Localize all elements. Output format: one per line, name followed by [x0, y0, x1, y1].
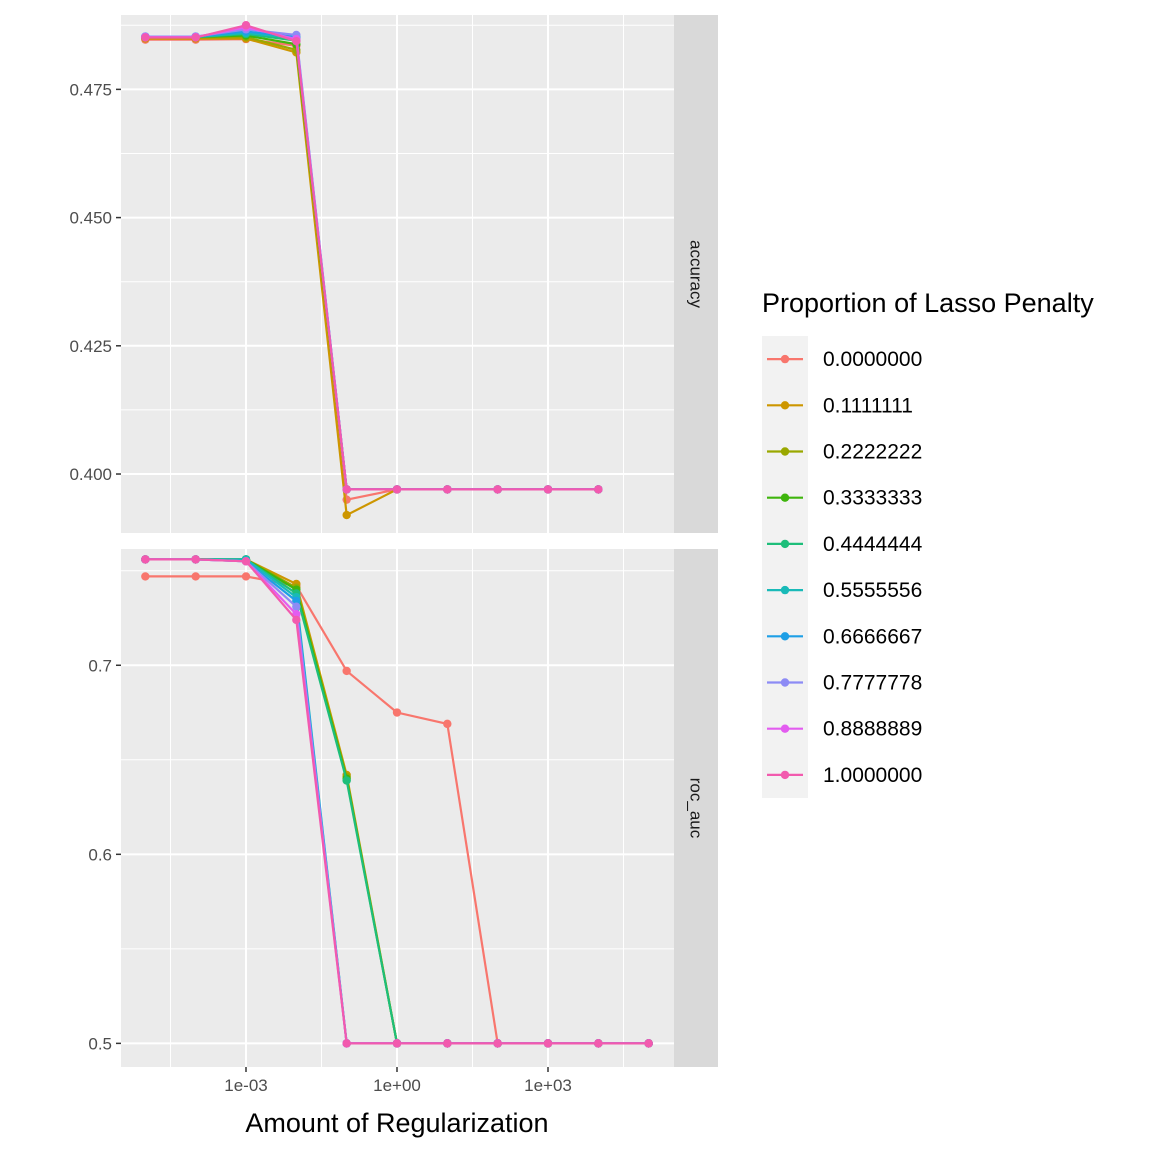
legend-item: 0.8888889 — [767, 718, 922, 741]
legend-item: 0.1111111 — [767, 394, 913, 417]
series-1.0000000 — [141, 555, 653, 1048]
data-point — [443, 1039, 452, 1048]
data-point — [141, 33, 150, 42]
legend-title: Proportion of Lasso Penalty — [762, 288, 1094, 318]
y-tick-label: 0.6 — [88, 845, 112, 864]
data-point — [342, 485, 351, 494]
legend-key-point — [780, 724, 790, 733]
data-point — [342, 666, 351, 676]
legend-label: 0.1111111 — [823, 394, 913, 417]
legend-item: 0.2222222 — [767, 441, 922, 464]
legend-item: 0.6666667 — [767, 625, 922, 648]
data-point — [342, 1039, 351, 1048]
legend-key-point — [780, 493, 790, 502]
facet-strip — [674, 549, 718, 1067]
data-point — [543, 1039, 553, 1048]
data-point — [191, 33, 200, 42]
legend-label: 0.5555556 — [823, 579, 922, 602]
legend-label: 0.2222222 — [823, 441, 922, 464]
panel-accuracy: 0.400 0.425 0.450 0.475 accuracy — [69, 15, 718, 533]
data-point — [241, 557, 251, 566]
facet-strip-label: accuracy — [687, 240, 706, 309]
legend-label: 0.6666667 — [823, 625, 922, 648]
y-tick-label: 0.400 — [69, 465, 112, 484]
data-point — [644, 1039, 653, 1048]
data-point — [443, 485, 452, 494]
legend-key-point — [780, 354, 790, 364]
data-point — [392, 485, 402, 494]
legend-item: 0.0000000 — [767, 348, 922, 371]
data-point — [292, 615, 301, 625]
x-tick-label: 1e+00 — [373, 1076, 421, 1095]
series-1.0000000 — [141, 21, 603, 494]
data-point — [594, 1039, 603, 1048]
x-tick-label: 1e+03 — [524, 1076, 572, 1095]
y-tick-label: 0.5 — [88, 1034, 112, 1053]
legend-key-point — [780, 447, 790, 456]
facet-strip — [674, 15, 718, 533]
data-point — [493, 485, 502, 494]
data-point — [594, 485, 603, 494]
legend-key-point — [780, 678, 790, 687]
legend-label: 0.4444444 — [823, 533, 923, 556]
legend-key-background — [762, 336, 808, 798]
x-axis-title: Amount of Regularization — [245, 1108, 548, 1138]
data-point — [493, 1039, 502, 1048]
data-point — [241, 21, 251, 30]
y-tick-label: 0.450 — [69, 209, 112, 228]
data-point — [191, 555, 200, 564]
y-tick-label: 0.475 — [69, 80, 112, 99]
legend-key-point — [780, 770, 790, 780]
legend-item: 0.5555556 — [767, 579, 922, 602]
legend-item: 0.7777778 — [767, 672, 922, 695]
legend-key-point — [780, 401, 790, 410]
data-point — [141, 555, 150, 564]
x-tick-label: 1e-03 — [224, 1076, 267, 1095]
data-point — [392, 1039, 402, 1048]
legend-item: 0.4444444 — [767, 533, 923, 556]
legend-key-point — [780, 585, 790, 595]
data-point — [392, 708, 402, 717]
data-point — [342, 776, 351, 785]
data-point — [191, 572, 200, 581]
data-point — [292, 36, 301, 46]
x-axis: 1e-03 1e+00 1e+03 — [224, 1067, 572, 1095]
data-point — [292, 602, 301, 611]
series-line — [145, 24, 599, 491]
legend-label: 0.0000000 — [823, 348, 922, 371]
legend-key-point — [780, 632, 790, 641]
legend-label: 0.7777778 — [823, 672, 922, 695]
legend-label: 1.0000000 — [823, 764, 922, 787]
data-point — [141, 572, 150, 581]
legend-item: 0.3333333 — [767, 487, 922, 510]
legend-item: 1.0000000 — [767, 764, 922, 787]
data-point — [443, 719, 452, 729]
data-point — [241, 572, 251, 581]
y-tick-label: 0.425 — [69, 337, 112, 356]
panel-roc-auc: 0.5 0.6 0.7 roc_auc — [88, 549, 718, 1067]
legend-label: 0.8888889 — [823, 718, 922, 741]
legend-key-point — [780, 539, 790, 549]
facet-strip-label: roc_auc — [687, 778, 706, 839]
y-tick-label: 0.7 — [88, 656, 112, 675]
legend-label: 0.3333333 — [823, 487, 922, 510]
data-point — [342, 510, 351, 520]
legend: Proportion of Lasso Penalty 0.0000000 0.1… — [762, 288, 1094, 798]
data-point — [543, 485, 553, 494]
